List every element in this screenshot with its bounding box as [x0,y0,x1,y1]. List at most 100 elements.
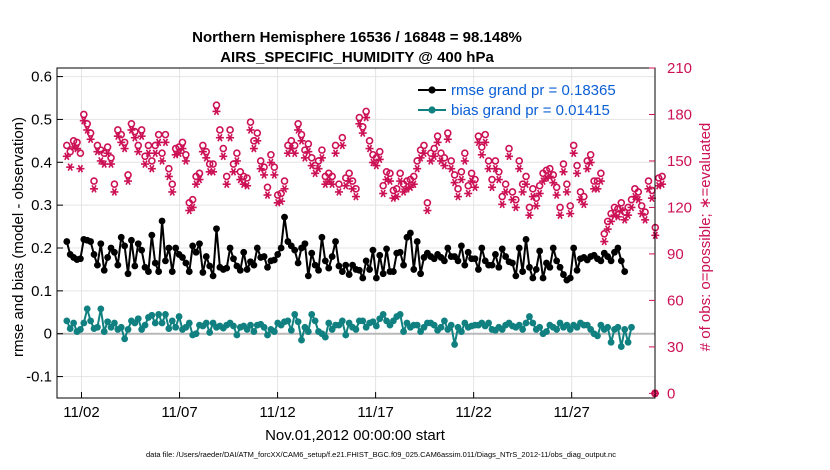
y-tick-label: 0.2 [31,240,52,257]
evaluated-obs-marker [613,212,622,221]
evaluated-obs-marker [351,192,360,201]
possible-obs-marker [409,172,418,181]
evaluated-obs-marker [277,197,286,206]
bias-point [70,319,78,327]
rmse-point [172,244,180,252]
possible-obs-marker [304,140,313,148]
evaluated-obs-marker [511,203,520,212]
rmse-point [396,248,404,256]
rmse-point [230,255,237,263]
possible-obs-marker [450,171,459,179]
evaluated-obs-marker [120,144,129,153]
evaluated-obs-marker [147,164,156,173]
rmse-point [274,251,282,258]
rmse-point [369,246,377,254]
bias-point [294,318,302,326]
rmse-point [189,242,197,250]
evaluated-obs-marker [365,144,374,153]
evaluated-obs-marker [307,161,316,170]
possible-obs-marker [573,161,581,170]
evaluated-obs-marker [328,180,337,189]
legend: rmse grand pr = 0.18365 bias grand pr = … [418,82,616,119]
evaluated-obs-marker [535,189,544,198]
rmse-point [145,268,152,275]
bias-point [526,313,533,320]
bias-point [291,311,299,318]
evaluated-obs-marker [83,126,92,134]
rmse-point [328,253,336,260]
possible-obs-marker [386,169,394,178]
evaluated-obs-marker [443,135,452,144]
rmse-point [138,246,146,254]
evaluated-obs-marker [226,133,235,142]
evaluated-obs-marker [161,138,170,147]
possible-obs-marker [226,126,234,134]
rmse-point [454,257,462,265]
evaluated-obs-marker [362,113,371,122]
x-tick-label: 11/27 [553,404,589,421]
possible-obs-marker [345,169,353,178]
bias-point [121,335,129,343]
possible-obs-marker [392,185,401,193]
evaluated-obs-marker [188,203,197,212]
bias-point [617,343,625,350]
possible-obs-marker [375,147,384,156]
bias-point [134,315,142,323]
evaluated-obs-marker [518,188,527,196]
bias-point [151,319,159,327]
possible-obs-marker [256,157,265,165]
bias-point [451,341,459,348]
evaluated-obs-marker [263,191,272,199]
possible-obs-marker [396,169,404,178]
bias-point [63,317,71,325]
rmse-point [94,261,101,269]
y-axis-ticks: 0.6 0.5 0.4 0.3 0.2 0.1 0 -0.1 [26,69,63,386]
rmse-point [475,266,482,273]
possible-obs-marker [328,172,336,181]
evaluated-obs-marker [586,158,595,167]
data-file-footnote: data file: /Users/raeder/DAI/ATM_forcXX/… [146,450,616,459]
x-tick-label: 11/12 [259,404,295,421]
rmse-point [539,274,547,282]
bias-point [553,326,561,333]
possible-obs-marker [478,143,486,151]
rmse-point [260,253,268,260]
possible-obs-marker [270,163,279,171]
possible-obs-marker [644,177,653,185]
possible-obs-marker [90,177,98,185]
bias-point [158,319,166,327]
evaluated-obs-marker [634,195,643,204]
possible-obs-marker [107,154,115,162]
possible-obs-marker [76,149,85,158]
evaluated-obs-marker [379,189,388,198]
possible-obs-marker [443,129,452,137]
evaluated-obs-marker [467,177,476,185]
bias-point [233,331,241,339]
evaluated-obs-marker [505,152,514,161]
rmse-point [526,263,533,271]
rmse-point [406,229,414,237]
possible-obs-marker [267,150,275,159]
bias-point [413,321,421,329]
evaluated-obs-marker [583,164,592,173]
possible-obs-marker [454,185,462,193]
x-axis-label: Nov.01,2012 00:00:00 start [265,427,446,444]
evaluated-obs-marker [522,180,531,189]
rmse-point [192,248,200,256]
possible-obs-marker [144,141,153,150]
rmse-point [158,217,166,225]
rmse-point [165,244,173,252]
legend-marker-bias [428,106,436,114]
rmse-point [502,253,510,260]
evaluated-obs-marker [644,184,653,193]
rmse-point [202,253,210,260]
bias-point [621,326,629,333]
evaluated-obs-marker [181,157,190,165]
evaluated-obs-marker [562,188,571,196]
rmse-point [281,213,288,221]
evaluated-obs-marker [338,141,347,150]
y-right-tick-label: 30 [667,339,684,356]
bias-point [325,319,333,327]
evaluated-obs-marker [232,157,241,165]
evaluated-obs-marker [209,167,218,176]
